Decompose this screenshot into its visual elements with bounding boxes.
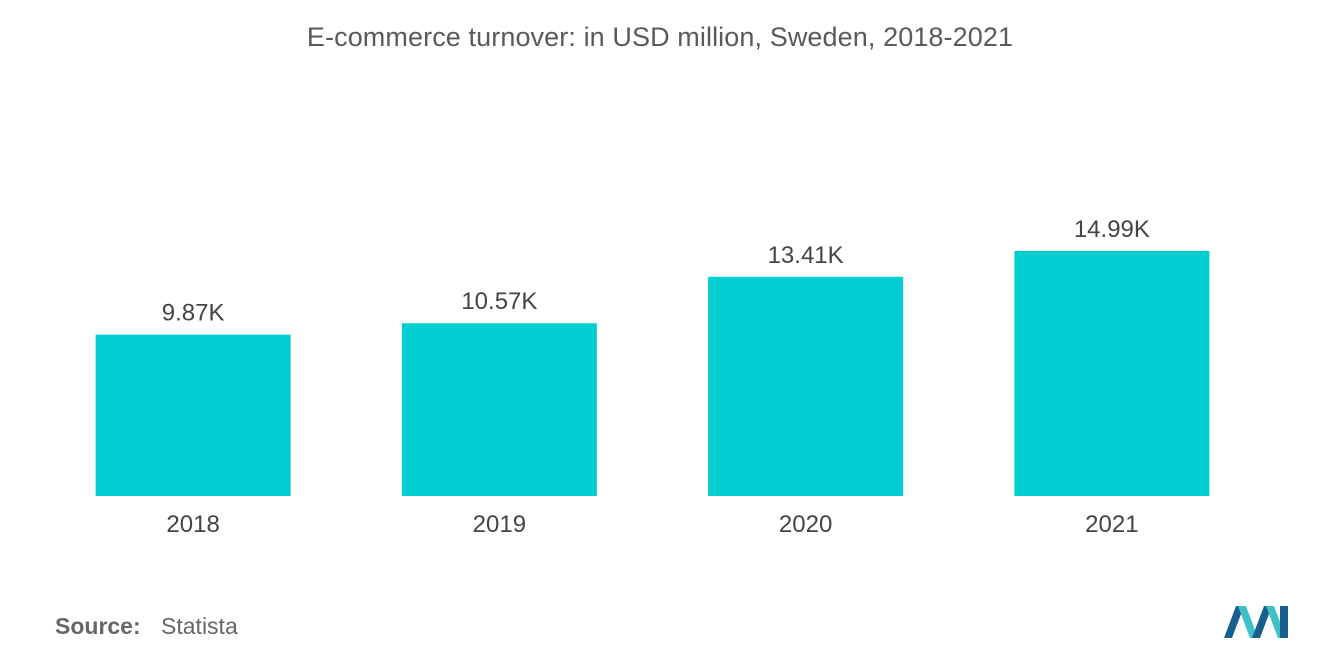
chart-title: E-commerce turnover: in USD million, Swe… (306, 22, 1014, 52)
mordor-intelligence-logo-icon (1224, 606, 1288, 638)
data-label-2018: 9.87K (162, 300, 225, 327)
data-label-2019: 10.57K (461, 288, 537, 315)
category-label-2021: 2021 (1085, 511, 1138, 538)
category-label-2018: 2018 (166, 511, 219, 538)
bar-2020 (708, 276, 904, 496)
bar-chart: 9.87K 2018 10.57K 2019 13.41K 2020 14.99K 2021 (95, 216, 1210, 538)
category-label-2020: 2020 (779, 511, 832, 538)
category-label-2019: 2019 (473, 511, 526, 538)
bar-2018 (95, 334, 291, 496)
source-label: Source: (55, 613, 141, 639)
data-label-2021: 14.99K (1074, 216, 1150, 243)
source-note: Source: Statista (55, 613, 238, 640)
source-value: Statista (161, 613, 238, 639)
data-label-2020: 13.41K (768, 242, 844, 269)
bar-2021 (1014, 250, 1210, 496)
bar-2019 (401, 323, 597, 496)
